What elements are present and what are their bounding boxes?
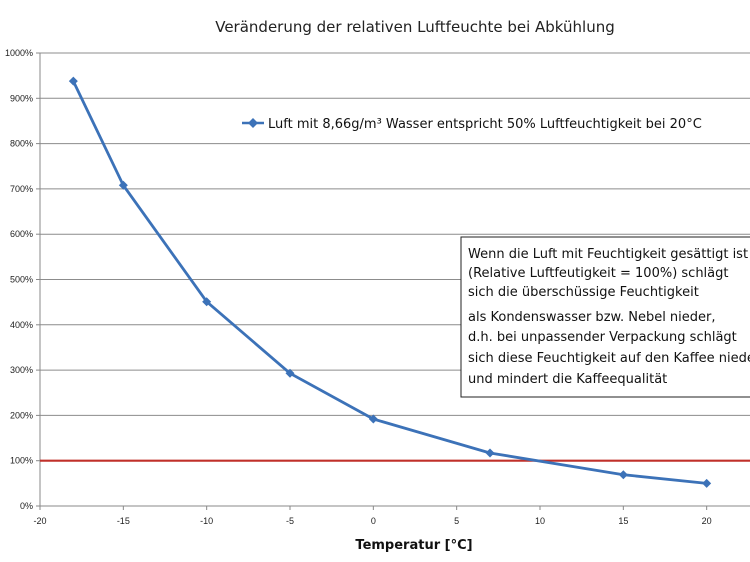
y-tick-label: 700% xyxy=(10,184,33,194)
x-tick-labels: -20 -15 -10 -5 0 5 10 15 20 xyxy=(33,516,711,526)
y-tick-label: 600% xyxy=(10,229,33,239)
annotation-box: Wenn die Luft mit Feuchtigkeit gesättigt… xyxy=(460,236,750,398)
y-tick-label: 300% xyxy=(10,365,33,375)
legend-label: Luft mit 8,66g/m³ Wasser entspricht 50% … xyxy=(268,117,702,132)
annotation-line: sich die überschüssige Feuchtigkeit xyxy=(468,285,699,300)
x-tick-label: 15 xyxy=(618,516,628,526)
data-point-marker xyxy=(368,414,378,424)
x-tick-label: 20 xyxy=(702,516,712,526)
y-tick-label: 500% xyxy=(10,275,33,285)
series-group xyxy=(68,76,712,488)
data-point-marker xyxy=(285,368,295,378)
y-tick-label: 200% xyxy=(10,410,33,420)
legend-marker-swatch xyxy=(248,118,258,128)
x-axis-label: Temperatur [°C] xyxy=(355,538,472,553)
series-line xyxy=(72,80,707,485)
y-tick-label: 1000% xyxy=(5,48,33,58)
annotation-line: als Kondenswasser bzw. Nebel nieder, xyxy=(468,310,716,325)
data-point-marker xyxy=(68,76,78,86)
x-tick-label: -15 xyxy=(117,516,130,526)
annotation-line: Wenn die Luft mit Feuchtigkeit gesättigt… xyxy=(468,247,748,262)
y-tick-label: 800% xyxy=(10,139,33,149)
data-point-marker xyxy=(118,180,128,190)
x-tick-label: 10 xyxy=(535,516,545,526)
y-tick-label: 100% xyxy=(10,456,33,466)
y-tick-label: 400% xyxy=(10,320,33,330)
data-point-marker xyxy=(202,297,212,307)
x-tick-label: -5 xyxy=(286,516,294,526)
data-point-marker xyxy=(618,470,628,480)
annotation-line: und mindert die Kaffeequalität xyxy=(468,372,667,387)
y-tick-labels: 0% 100% 200% 300% 400% 500% 600% 700% 800% 900% 10… xyxy=(5,48,33,511)
x-tick-label: 5 xyxy=(454,516,459,526)
axes xyxy=(36,52,750,510)
x-tick-label: -10 xyxy=(200,516,213,526)
y-tick-label: 900% xyxy=(10,93,33,103)
annotation-line: sich diese Feuchtigkeit auf den Kaffee n… xyxy=(468,351,750,366)
data-point-marker xyxy=(485,448,495,458)
y-tick-label: 0% xyxy=(20,501,33,511)
annotation-line: (Relative Luftfeutigkeit = 100%) schlägt xyxy=(468,266,729,281)
x-tick-label: -20 xyxy=(33,516,46,526)
gridlines xyxy=(40,52,750,462)
x-tick-label: 0 xyxy=(371,516,376,526)
annotation-frame xyxy=(460,236,750,398)
legend: Luft mit 8,66g/m³ Wasser entspricht 50% … xyxy=(242,117,702,132)
chart-title: Veränderung der relativen Luftfeuchte be… xyxy=(215,18,615,36)
data-point-marker xyxy=(702,478,712,488)
annotation-line: d.h. bei unpassender Verpackung schlägt xyxy=(468,330,737,345)
